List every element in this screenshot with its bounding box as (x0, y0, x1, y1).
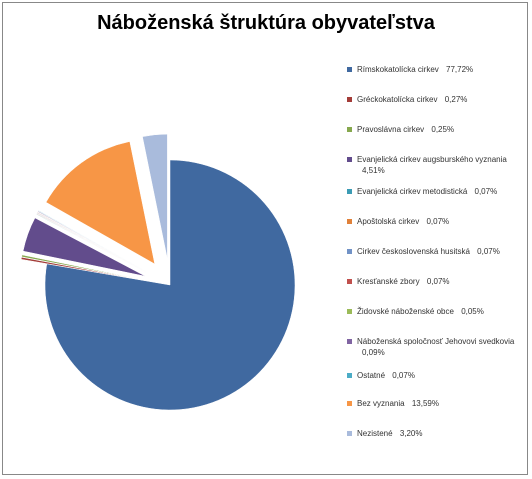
legend-item: Bez vyznania 13,59% (347, 398, 517, 409)
legend-value: 4,51% (362, 166, 385, 175)
legend-item: Cirkev československá husitská 0,07% (347, 246, 517, 257)
legend-swatch (347, 373, 352, 378)
legend-value: 0,25% (431, 125, 455, 134)
chart-title: Náboženská štruktúra obyvateľstva (97, 12, 435, 34)
legend-swatch (347, 401, 352, 406)
pie-slice (21, 254, 145, 281)
legend-label: Evanjelická cirkev metodistická (357, 187, 468, 196)
pie-slice (45, 141, 156, 265)
legend-value: 0,07% (392, 371, 415, 380)
legend-swatch (347, 309, 352, 314)
legend-swatch (347, 431, 352, 436)
legend-value: 0,07% (426, 217, 450, 226)
legend-swatch (347, 279, 352, 284)
legend-value: 13,59% (411, 399, 439, 408)
pie-slice (44, 159, 296, 411)
legend-swatch (347, 97, 352, 102)
legend-value: 0,07% (426, 277, 450, 286)
legend-swatch (347, 219, 352, 224)
legend-label: Židovské náboženské obce (357, 307, 454, 316)
legend-item: Ostatné 0,07% (347, 370, 517, 381)
legend-item: Rímskokatolícka cirkev 77,72% (347, 64, 517, 75)
legend-swatch (347, 249, 352, 254)
legend-value: 0,07% (477, 247, 500, 256)
legend-swatch (347, 339, 352, 344)
legend-label: Evanjelická cirkev augsburského vyznania (357, 155, 507, 164)
legend-value: 0,05% (461, 307, 484, 316)
legend-label: Ostatné (357, 371, 386, 380)
legend-item: Nezistené 3,20% (347, 428, 517, 439)
legend-label: Rímskokatolícka cirkev (357, 65, 439, 74)
legend-label: Cirkev československá husitská (357, 247, 470, 256)
legend-item: Kresťanské zbory 0,07% (347, 276, 517, 287)
legend-label: Náboženská spoločnosť Jehovovi svedkovia (357, 337, 515, 346)
legend-item: Gréckokatolícka cirkev 0,27% (347, 94, 517, 105)
pie-slice (22, 217, 146, 277)
legend-swatch (347, 127, 352, 132)
legend-swatch (347, 157, 352, 162)
legend-item: Evanjelická cirkev augsburského vyznania… (347, 154, 517, 176)
legend-value: 0,07% (474, 187, 498, 196)
legend-item: Náboženská spoločnosť Jehovovi svedkovia… (347, 336, 517, 358)
legend-value: 0,09% (362, 348, 385, 357)
legend-value: 77,72% (446, 65, 474, 74)
legend-item: Apoštolská cirkev 0,07% (347, 216, 517, 227)
legend-swatch (347, 67, 352, 72)
legend-value: 3,20% (399, 429, 423, 438)
legend-label: Bez vyznania (357, 399, 405, 408)
legend-item: Evanjelická cirkev metodistická 0,07% (347, 186, 517, 197)
legend-label: Gréckokatolícka cirkev (357, 95, 438, 104)
legend-item: Pravoslávna cirkev 0,25% (347, 124, 517, 135)
pie-slice (142, 133, 168, 260)
legend-item: Židovské náboženské obce 0,05% (347, 306, 517, 317)
pie-slice (38, 210, 148, 273)
legend-label: Kresťanské zbory (357, 277, 420, 286)
chart-frame (2, 2, 528, 475)
legend-label: Nezistené (357, 429, 393, 438)
legend-label: Pravoslávna cirkev (357, 125, 425, 134)
legend-label: Apoštolská cirkev (357, 217, 420, 226)
legend-swatch (347, 189, 352, 194)
pie-slice (20, 256, 145, 281)
legend-value: 0,27% (444, 95, 468, 104)
